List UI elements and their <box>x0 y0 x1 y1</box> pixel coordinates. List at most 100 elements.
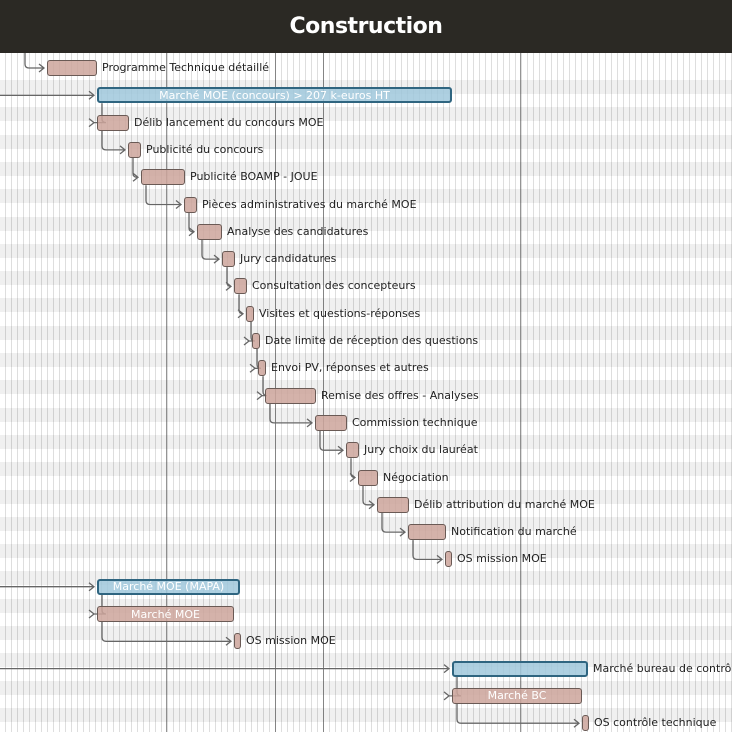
task-label: Consultation des concepteurs <box>252 279 416 293</box>
task-bar[interactable] <box>346 442 359 459</box>
task-bar[interactable] <box>582 715 589 732</box>
task-label: Jury candidatures <box>240 252 337 266</box>
dependency-arrow <box>456 703 579 724</box>
row-stripe <box>0 107 732 122</box>
task-bar[interactable] <box>445 551 452 568</box>
task-label: Programme Technique détaillé <box>102 61 270 74</box>
task-label: Publicité BOAMP - JOUE <box>190 170 318 184</box>
summary-bar[interactable] <box>452 660 588 677</box>
row-stripe <box>0 544 732 559</box>
row-stripe <box>0 271 732 286</box>
task-label: Délib attribution du marché MOE <box>414 497 595 511</box>
arrowhead-icon <box>256 391 264 401</box>
row-stripe <box>0 353 732 367</box>
arrowhead-icon <box>88 90 96 100</box>
task-bar[interactable] <box>265 387 316 404</box>
task-bar[interactable] <box>315 414 347 431</box>
task-bar[interactable] <box>128 141 141 158</box>
arrowhead-icon <box>237 309 245 319</box>
dependency-arrow <box>269 403 312 424</box>
dependency-arrow <box>362 485 374 506</box>
arrowhead-icon <box>399 527 407 537</box>
task-label: Visites et questions-réponses <box>259 306 421 320</box>
row-stripe <box>0 407 732 422</box>
grid-line <box>166 53 167 732</box>
arrowhead-icon <box>188 227 196 237</box>
dependency-arrow <box>381 512 405 533</box>
row-stripe <box>0 216 732 231</box>
row-stripe <box>0 325 732 340</box>
task-label: Pièces administratives du marché MOE <box>202 197 417 211</box>
task-label: OS contrôle technique <box>594 716 717 730</box>
arrowhead-icon <box>225 281 233 291</box>
row-stripe <box>0 189 732 204</box>
task-bar[interactable] <box>222 251 235 268</box>
arrowhead-icon <box>225 636 233 646</box>
dependency-arrow <box>201 239 219 260</box>
task-bar[interactable] <box>377 496 409 513</box>
arrowhead-icon <box>368 500 376 510</box>
dependency-arrow <box>101 130 125 151</box>
dependency-arrow <box>24 53 44 69</box>
task-bar[interactable]: Marché MOE <box>97 606 234 622</box>
task-label: OS mission MOE <box>457 552 547 566</box>
task-label: Jury choix du lauréat <box>364 443 478 457</box>
row-stripe <box>0 707 732 722</box>
arrowhead-icon <box>213 254 221 264</box>
task-bar[interactable] <box>252 333 260 349</box>
task-bar[interactable] <box>184 196 197 213</box>
task-label: Remise des offres - Analyses <box>321 388 479 402</box>
task-label: Négociation <box>383 470 449 484</box>
task-bar[interactable] <box>141 169 185 186</box>
summary-bar[interactable]: Marché MOE (MAPA) <box>97 578 240 595</box>
arrowhead-icon <box>349 472 357 483</box>
grid-line <box>323 53 324 732</box>
task-label: Marché MOE <box>131 607 200 621</box>
grid-line <box>520 53 521 732</box>
task-bar[interactable] <box>234 633 241 650</box>
task-label: Marché MOE (MAPA) <box>112 580 225 594</box>
task-label: Délib lancement du concours MOE <box>134 115 324 129</box>
task-label: Date limite de réception des questions <box>265 334 479 347</box>
task-bar[interactable]: Marché BC <box>452 687 582 704</box>
arrowhead-icon <box>436 554 444 564</box>
row-stripe <box>0 489 732 504</box>
task-bar[interactable] <box>246 305 254 322</box>
row-stripe <box>0 298 732 313</box>
arrowhead-icon <box>88 609 96 619</box>
row-stripe <box>0 434 732 449</box>
arrowhead-icon <box>443 664 451 674</box>
arrowhead-icon <box>573 718 581 728</box>
task-bar[interactable] <box>97 114 129 131</box>
task-label: Analyse des candidatures <box>227 224 369 238</box>
arrowhead-icon <box>443 691 451 701</box>
task-label: Notification du marché <box>451 525 577 539</box>
arrowhead-icon <box>243 336 251 346</box>
dependency-arrow <box>145 185 181 206</box>
arrowhead-icon <box>132 172 140 182</box>
task-bar[interactable] <box>358 469 378 486</box>
arrowhead-icon <box>88 118 96 128</box>
row-stripe <box>0 626 732 640</box>
task-label: Marché MOE (concours) > 207 k-euros HT <box>159 88 390 102</box>
task-bar[interactable] <box>47 60 97 76</box>
arrowhead-icon <box>337 445 345 455</box>
task-bar[interactable] <box>197 223 222 240</box>
row-stripe <box>0 134 732 149</box>
page-title: Construction <box>0 0 732 53</box>
task-label: Marché BC <box>487 689 547 703</box>
task-bar[interactable] <box>258 360 266 377</box>
arrowhead-icon <box>175 199 183 210</box>
row-stripe <box>0 516 732 531</box>
summary-bar[interactable]: Marché MOE (concours) > 207 k-euros HT <box>97 87 452 104</box>
task-label: OS mission MOE <box>246 634 336 648</box>
task-label: Commission technique <box>352 415 478 429</box>
task-bar[interactable] <box>408 524 446 541</box>
gantt-chart: Programme Technique détaillé Marché MOE (… <box>0 53 732 732</box>
dependency-arrow <box>412 540 442 561</box>
row-stripe <box>0 243 732 258</box>
task-bar[interactable] <box>234 278 247 295</box>
task-label: Envoi PV, réponses et autres <box>271 361 429 375</box>
dependency-arrow <box>101 622 231 642</box>
task-label: Marché bureau de contrôle <box>593 661 732 675</box>
